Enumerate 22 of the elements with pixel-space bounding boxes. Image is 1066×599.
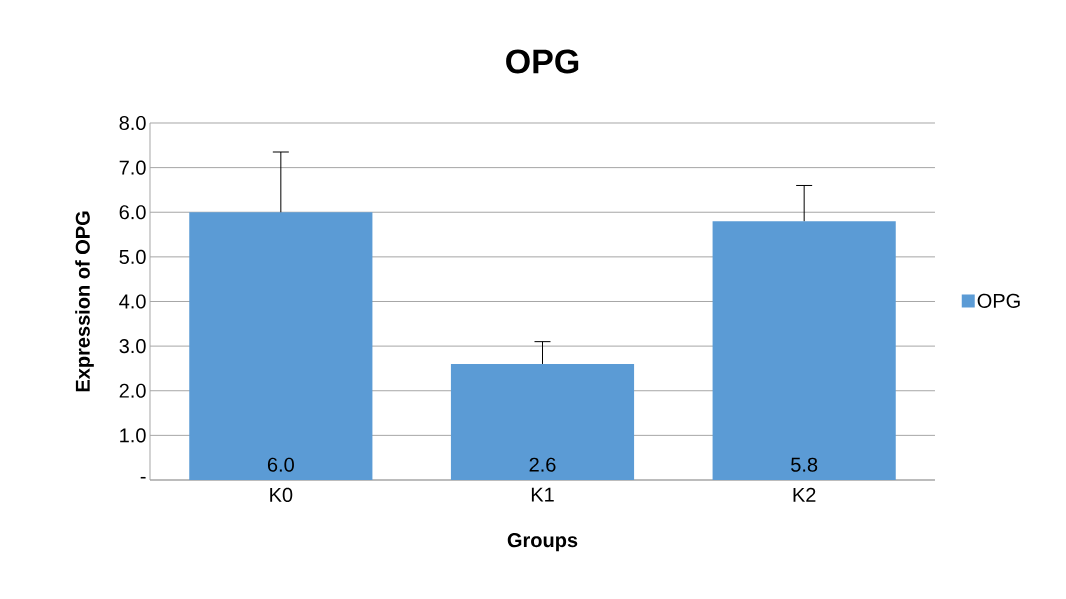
y-tick-label: 1.0 [120,428,146,443]
y-tick-label: 5.0 [119,249,146,264]
data-label: 5.8 [791,457,818,472]
y-tick-label: 4.0 [119,294,146,309]
legend-label: OPG [977,293,1020,308]
y-tick-label: 2.0 [119,383,146,398]
y-tick-label: - [140,476,146,479]
bar [712,221,896,480]
data-label: 6.0 [267,457,294,472]
x-tick-label: K2 [793,487,816,502]
y-tick-label: 3.0 [119,339,146,354]
x-tick-label: K0 [270,487,293,502]
x-axis-title: Groups [507,533,578,552]
data-label: 2.6 [529,457,556,472]
y-tick-label: 6.0 [119,205,146,220]
bar [189,212,373,480]
chart-title: OPG [506,49,579,74]
y-axis-title: Expression of OPG [75,211,94,392]
x-tick-label: K1 [531,487,554,502]
bar [450,363,635,480]
y-tick-label: 7.0 [119,160,146,175]
y-tick-label: 8.0 [119,115,146,131]
